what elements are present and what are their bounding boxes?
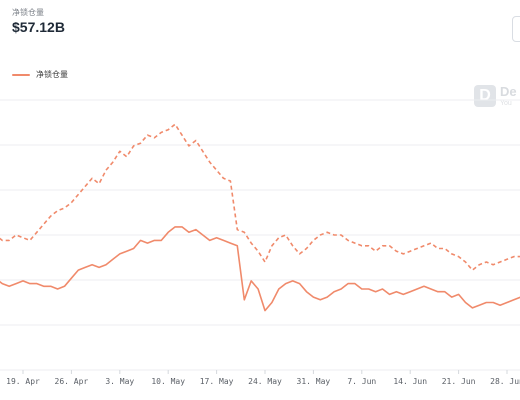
chart-legend[interactable]: 净锁仓量 xyxy=(12,69,68,80)
x-tick-label: 7. Jun xyxy=(347,377,376,386)
watermark-name: De xyxy=(500,84,517,99)
watermark-logo-icon: D xyxy=(474,85,496,107)
x-axis-ticks: 19. Apr 26. Apr 3. May 10. May 17. May 24. Ma… xyxy=(6,370,520,386)
x-tick-label: 10. May xyxy=(151,377,185,386)
x-tick-label: 24. May xyxy=(248,377,282,386)
x-tick-label: 31. May xyxy=(297,377,331,386)
x-tick-label: 28. Jun xyxy=(490,377,520,386)
metric-label: 净锁仓量 xyxy=(12,8,44,17)
series-line-dashed[interactable] xyxy=(0,123,520,271)
x-tick-label: 14. Jun xyxy=(393,377,427,386)
watermark: D De You xyxy=(474,85,517,107)
x-tick-label: 17. May xyxy=(200,377,234,386)
legend-label: 净锁仓量 xyxy=(36,70,68,79)
metric-value: $57.12B xyxy=(12,19,65,35)
x-tick-label: 3. May xyxy=(105,377,134,386)
watermark-tagline: You xyxy=(500,100,512,107)
chart-grid xyxy=(0,99,520,371)
legend-swatch xyxy=(12,73,30,76)
series-line[interactable] xyxy=(0,226,520,312)
x-tick-label: 26. Apr xyxy=(55,377,89,386)
x-tick-label: 19. Apr xyxy=(6,377,40,386)
x-tick-label: 21. Jun xyxy=(442,377,476,386)
chart-menu-button[interactable] xyxy=(512,16,520,42)
chart-series xyxy=(0,123,520,312)
